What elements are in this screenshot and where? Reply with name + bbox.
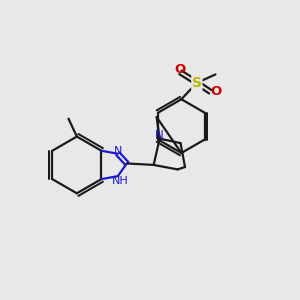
Text: N: N xyxy=(155,129,164,142)
Text: O: O xyxy=(210,85,221,98)
Text: O: O xyxy=(175,64,186,76)
Text: N: N xyxy=(114,146,123,156)
Text: NH: NH xyxy=(112,176,129,186)
Text: S: S xyxy=(192,76,202,90)
